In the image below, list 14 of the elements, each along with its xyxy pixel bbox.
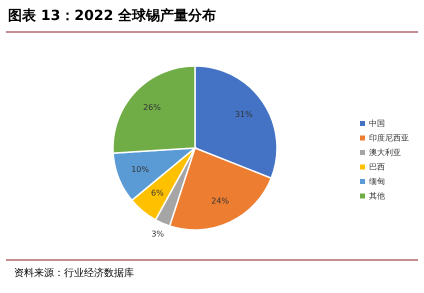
legend-label: 缅甸 bbox=[369, 177, 385, 186]
legend-label: 澳大利亚 bbox=[369, 148, 401, 158]
data-label: 6% bbox=[151, 188, 164, 198]
chart-title: 图表 13：2022 全球锡产量分布 bbox=[8, 7, 216, 24]
legend-label: 印度尼西亚 bbox=[369, 134, 409, 143]
legend-label: 中国 bbox=[369, 119, 385, 128]
data-label: 24% bbox=[211, 196, 230, 206]
data-label: 31% bbox=[234, 110, 254, 119]
legend-label: 巴西 bbox=[369, 162, 385, 172]
data-label: 26% bbox=[143, 102, 162, 112]
data-label: 3% bbox=[151, 229, 164, 238]
legend-label: 其他 bbox=[369, 192, 385, 201]
text: 资料来源：行业经济数据库 bbox=[14, 267, 134, 279]
data-label: 10% bbox=[131, 164, 150, 174]
